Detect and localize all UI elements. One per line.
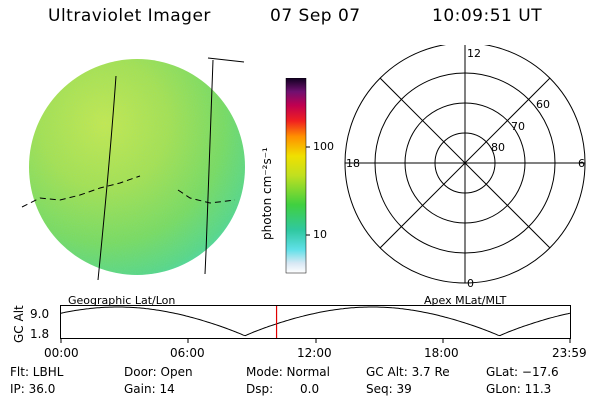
dsp-status: Dsp: xyxy=(246,382,274,396)
glon-status: GLon: 11.3 xyxy=(486,382,552,396)
lat-label-80: 80 xyxy=(491,141,505,154)
orbit-plot xyxy=(60,305,571,343)
date-label: 07 Sep 07 xyxy=(270,6,361,26)
longitude-line xyxy=(204,59,214,275)
polar-plot xyxy=(344,45,586,284)
orbit-x-tick: 23:59 xyxy=(552,346,587,360)
uv-earth-image xyxy=(21,57,245,281)
orbit-left-label: Geographic Lat/Lon xyxy=(68,294,176,307)
orbit-altitude-curve xyxy=(60,306,571,337)
filter-status: Flt: LBHL xyxy=(10,365,64,379)
dsp-value: 0.0 xyxy=(300,382,320,396)
page-title: Ultraviolet Imager xyxy=(48,6,211,26)
glat-status: GLat: −17.6 xyxy=(486,365,559,379)
orbit-x-tick: 00:00 xyxy=(44,346,79,360)
color-bar xyxy=(285,78,310,274)
door-status: Door: Open xyxy=(124,365,193,379)
colorbar-tick: 100 xyxy=(313,140,334,153)
equator-line xyxy=(21,175,141,208)
mlt-label-6: 6 xyxy=(578,157,585,170)
mlt-label-0: 0 xyxy=(467,277,474,290)
colorbar-label: photon cm⁻²s⁻¹ xyxy=(260,147,274,240)
time-label: 10:09:51 UT xyxy=(432,6,543,26)
orbit-x-tick: 18:00 xyxy=(424,346,459,360)
mlt-label-18: 18 xyxy=(346,157,360,170)
gc-alt-status: GC Alt: 3.7 Re xyxy=(366,365,450,379)
orbit-y-tick: 1.8 xyxy=(30,327,50,341)
lat-label-60: 60 xyxy=(536,98,550,111)
orbit-y-tick: 9.0 xyxy=(30,307,50,321)
orbit-x-tick: 06:00 xyxy=(170,346,205,360)
orbit-x-tick: 12:00 xyxy=(297,346,332,360)
lat-label-70: 70 xyxy=(511,120,525,133)
longitude-line xyxy=(97,75,117,281)
mlt-label-12: 12 xyxy=(467,47,481,60)
orbit-y-axis-label: GC Alt xyxy=(12,305,26,343)
ip-status: IP: 36.0 xyxy=(10,382,56,396)
colorbar-tick: 10 xyxy=(313,228,327,241)
orbit-right-label: Apex MLat/MLT xyxy=(424,294,507,307)
seq-status: Seq: 39 xyxy=(366,382,412,396)
gain-status: Gain: 14 xyxy=(124,382,175,396)
mode-status: Mode: Normal xyxy=(246,365,330,379)
